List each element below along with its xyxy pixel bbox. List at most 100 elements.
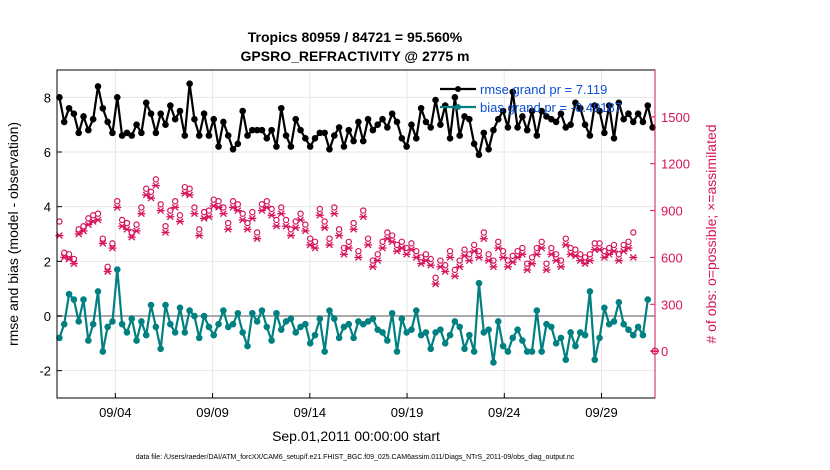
rmse-point (432, 96, 439, 104)
obs-assimilated-point (455, 263, 464, 271)
rmse-point (65, 104, 73, 112)
rmse-point (340, 143, 348, 150)
obs-assimilated-point (556, 263, 565, 271)
obs-assimilated-point (185, 191, 194, 199)
obs-possible-point (263, 197, 270, 205)
x-tick-label: 09/19 (391, 405, 424, 420)
bias-point (60, 320, 68, 328)
obs-assimilated-point (137, 210, 146, 218)
obs-possible-point (379, 238, 386, 246)
obs-assimilated-point (233, 207, 242, 215)
obs-assimilated-point (161, 228, 170, 236)
y-right-tick-label: 0 (661, 344, 668, 359)
rmse-point (287, 143, 295, 150)
bias-point (273, 309, 280, 317)
obs-assimilated-point (412, 253, 421, 261)
obs-assimilated-point (108, 244, 117, 252)
bias-point (292, 329, 300, 336)
rmse-point (591, 102, 599, 109)
bias-point (249, 309, 256, 317)
rmse-point (494, 115, 502, 123)
bias-point (171, 329, 179, 336)
bias-point (200, 312, 208, 320)
rmse-point (297, 126, 304, 134)
rmse-point (152, 129, 160, 137)
obs-possible-point (350, 219, 357, 227)
rmse-point (422, 118, 430, 126)
bias-point (470, 348, 478, 355)
bias-point (118, 320, 126, 328)
obs-assimilated-point (224, 225, 233, 233)
bias-point (576, 329, 584, 336)
obs-possible-point (191, 204, 198, 211)
obs-assimilated-point (499, 253, 508, 261)
obs-assimilated-point (267, 211, 276, 219)
bias-point (398, 315, 406, 323)
rmse-point (80, 113, 87, 120)
obs-possible-point (615, 251, 623, 258)
bias-point (147, 301, 155, 309)
obs-possible-point (572, 246, 579, 253)
bias-point (287, 315, 295, 323)
obs-possible-point (114, 197, 121, 205)
ticks-layer: 09/04 09/09 09/14 09/19 09/24 09/29 -2 0 2 4 6 8 0 30… (39, 70, 690, 420)
rmse-point (451, 94, 459, 101)
bias-point (480, 329, 488, 336)
rmse-point (509, 88, 517, 96)
obs-possible-point (316, 205, 324, 213)
bias-point (625, 326, 632, 333)
y-left-tick-label: 0 (44, 309, 51, 324)
bias-point (620, 320, 627, 328)
obs-possible-point (335, 226, 343, 233)
rmse-point (384, 124, 391, 131)
obs-assimilated-point (132, 227, 141, 235)
rmse-point (519, 113, 526, 120)
obs-assimilated-point (325, 241, 334, 249)
rmse-point (523, 126, 531, 134)
rmse-point (234, 140, 242, 148)
obs-assimilated-point (373, 257, 382, 265)
obs-possible-point (384, 229, 391, 236)
obs-assimilated-point (513, 253, 522, 261)
bias-point (176, 304, 184, 312)
bias-point (403, 329, 410, 336)
legend: rmse grand pr = 7.119 bias grand pr = -0.… (440, 82, 622, 115)
obs-possible-point (65, 251, 73, 258)
bias-point (234, 309, 242, 317)
rmse-point (268, 126, 275, 134)
bias-point (466, 331, 473, 339)
rmse-point (273, 143, 280, 150)
bias-point (297, 323, 304, 331)
obs-assimilated-point (243, 225, 252, 233)
rmse-point (629, 118, 637, 126)
obs-assimilated-point (151, 182, 160, 190)
obs-assimilated-point (629, 253, 638, 261)
bias-point (364, 318, 372, 325)
obs-possible-point (94, 210, 102, 217)
bias-point (152, 323, 160, 331)
bias-point (437, 326, 444, 333)
bias-point (94, 288, 102, 295)
footer-data-file: data file: /Users/raeder/DAI/ATM_forcXX/… (136, 454, 575, 461)
obs-assimilated-point (291, 224, 300, 232)
obs-assimilated-point (528, 260, 537, 268)
bias-point (509, 334, 517, 342)
bias-point (205, 323, 213, 331)
obs-possible-point (331, 204, 338, 211)
obs-assimilated-point (585, 257, 594, 265)
obs-assimilated-point (474, 253, 483, 261)
rmse-point (504, 124, 512, 131)
y-right-tick-label: 1200 (661, 157, 690, 172)
obs-possible-point (528, 254, 536, 261)
rmse-point (601, 129, 608, 137)
bias-point (142, 331, 150, 339)
rmse-point (615, 99, 623, 107)
rmse-point (379, 115, 386, 123)
obs-assimilated-point (450, 272, 459, 280)
obs-assimilated-point (489, 263, 498, 271)
rmse-point (258, 126, 266, 134)
obs-assimilated-point (306, 241, 315, 249)
rmse-point (403, 143, 410, 150)
bias-point (186, 307, 193, 314)
